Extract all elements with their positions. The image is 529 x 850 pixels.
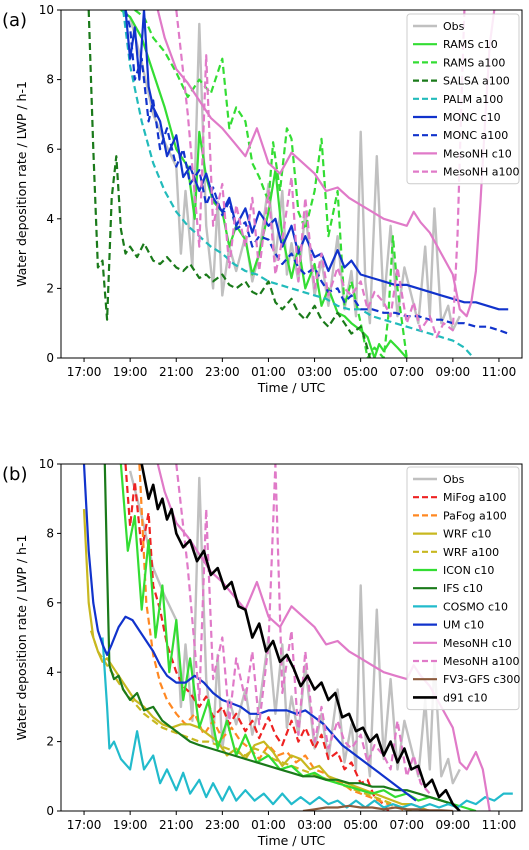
series-line-d91-c10: [140, 464, 461, 811]
legend-box: [406, 13, 520, 185]
x-tick-label: 05:00: [343, 365, 378, 379]
legend-label: WRF a100: [443, 546, 499, 559]
y-tick-label: 8: [46, 73, 54, 87]
x-tick-label: 05:00: [343, 818, 378, 832]
series-line-fv3-gfs-c300: [302, 804, 453, 811]
legend-label: FV3-GFS c300: [443, 673, 520, 686]
x-tick-label: 19:00: [113, 365, 148, 379]
legend: Obs RAMS c10 RAMS a100 SALSA a100 PALM a100 M…: [406, 13, 520, 185]
x-tick-label: 17:00: [67, 818, 102, 832]
series-line-obs: [128, 470, 461, 785]
legend-label: PaFog a100: [443, 509, 507, 522]
legend-label: MesoNH c10: [443, 147, 512, 160]
legend-label: IFS c10: [443, 582, 483, 595]
x-tick-label: 09:00: [436, 365, 471, 379]
legend-label: WRF c10: [443, 528, 491, 541]
y-tick-label: 6: [46, 596, 54, 610]
series-group: [87, 10, 509, 358]
legend-label: d91 c10: [443, 691, 488, 704]
plot-frame: [60, 9, 523, 359]
series-line-wrf-a100: [89, 630, 412, 811]
x-tick-label: 17:00: [67, 365, 102, 379]
series-line-mesonh-a100: [175, 10, 466, 339]
x-tick-label: 07:00: [389, 365, 424, 379]
series-line-salsa-a100: [87, 10, 371, 358]
legend-box: [406, 466, 520, 711]
legend-label: RAMS c10: [443, 38, 498, 51]
series-line-rams-c10: [120, 10, 408, 358]
y-axis-label: Water deposition rate / LWP / h-1: [14, 535, 29, 741]
y-tick-label: 10: [39, 3, 54, 17]
legend-label: Obs: [443, 473, 465, 486]
legend: Obs MiFog a100 PaFog a100 WRF c10 WRF a100 IC…: [406, 466, 520, 711]
x-tick-label: 23:00: [205, 818, 240, 832]
x-tick-label: 11:00: [482, 365, 517, 379]
legend-label: UM c10: [443, 619, 484, 632]
series-line-mesonh-c10: [156, 10, 496, 318]
x-tick-label: 07:00: [389, 818, 424, 832]
legend-label: COSMO c10: [443, 600, 508, 613]
y-tick-label: 0: [46, 804, 54, 818]
y-tick-label: 0: [46, 351, 54, 365]
y-axis-label: Water deposition rate / LWP / h-1: [14, 81, 29, 287]
series-line-pafog-a100: [138, 464, 408, 811]
panel-a: 17:00 19:00 21:00 23:00 01:00 03:00 05:00 07:00…: [2, 3, 523, 395]
series-line-monc-c10: [124, 10, 509, 311]
x-tick-label: 21:00: [159, 365, 194, 379]
x-axis-label: Time / UTC: [257, 833, 326, 848]
x-tick-label: 01:00: [251, 818, 286, 832]
x-axis-label: Time / UTC: [257, 380, 326, 395]
panel-label: (b): [2, 464, 27, 485]
y-tick-label: 4: [46, 212, 54, 226]
x-tick-label: 21:00: [159, 818, 194, 832]
x-tick-label: 09:00: [436, 818, 471, 832]
legend-label: MesoNH c10: [443, 637, 512, 650]
y-tick-label: 8: [46, 526, 54, 540]
y-tick-label: 4: [46, 665, 54, 679]
x-tick-label: 11:00: [482, 818, 517, 832]
series-line-mesonh-c10: [156, 464, 491, 811]
y-tick-label: 2: [46, 281, 54, 295]
y-tick-label: 6: [46, 142, 54, 156]
x-tick-label: 03:00: [297, 365, 332, 379]
legend-label: MiFog a100: [443, 491, 506, 504]
y-tick-label: 2: [46, 735, 54, 749]
x-tick-label: 19:00: [113, 818, 148, 832]
x-tick-label: 03:00: [297, 818, 332, 832]
series-line-cosmo-c10: [101, 637, 513, 809]
plot-frame: [60, 463, 523, 812]
legend-label: ICON c10: [443, 564, 494, 577]
legend-label: RAMS a100: [443, 56, 505, 69]
series-group: [82, 464, 513, 811]
series-line-monc-a100: [124, 10, 509, 335]
series-line-ifs-c10: [103, 464, 454, 806]
legend-label: SALSA a100: [443, 75, 510, 88]
series-line-obs: [128, 16, 461, 332]
legend-label: PALM a100: [443, 93, 503, 106]
legend-label: MONC c10: [443, 111, 501, 124]
series-line-palm-a100: [122, 10, 475, 358]
x-tick-label: 23:00: [205, 365, 240, 379]
legend-label: MesoNH a100: [443, 655, 519, 668]
panel-b: 17:00 19:00 21:00 23:00 01:00 03:00 05:00 07:00…: [2, 457, 523, 848]
legend-label: Obs: [443, 20, 465, 33]
y-tick-label: 10: [39, 457, 54, 471]
x-tick-label: 01:00: [251, 365, 286, 379]
legend-label: MesoNH a100: [443, 166, 519, 179]
legend-label: MONC a100: [443, 129, 508, 142]
panel-label: (a): [2, 10, 27, 31]
